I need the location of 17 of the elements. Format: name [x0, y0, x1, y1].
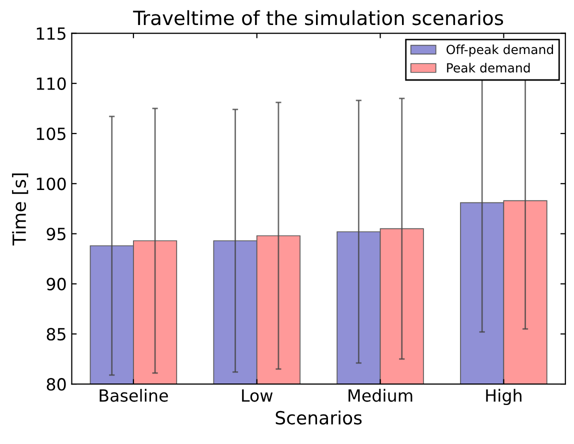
y-tick-label: 85 — [46, 328, 66, 341]
y-tick-label: 100 — [36, 178, 66, 190]
y-tick-label: 80 — [46, 378, 66, 391]
x-axis-title: Scenarios — [276, 410, 362, 425]
y-tick-label: 95 — [46, 228, 66, 240]
x-tick-label: Baseline — [100, 388, 168, 402]
legend-label: Peak demand — [447, 62, 530, 73]
x-tick-label: Low — [242, 389, 273, 402]
y-tick-label: 105 — [36, 127, 66, 140]
y-tick-label: 90 — [46, 278, 66, 290]
legend-label: Off-peak demand — [446, 44, 553, 57]
y-tick-label: 110 — [36, 77, 66, 90]
chart-title: Traveltime of the simulation scenarios — [133, 10, 504, 26]
y-axis-title: Time [s] — [12, 174, 28, 246]
x-tick-label: Medium — [348, 388, 412, 402]
y-tick-label: 115 — [36, 27, 66, 40]
x-tick-label: High — [486, 388, 522, 406]
